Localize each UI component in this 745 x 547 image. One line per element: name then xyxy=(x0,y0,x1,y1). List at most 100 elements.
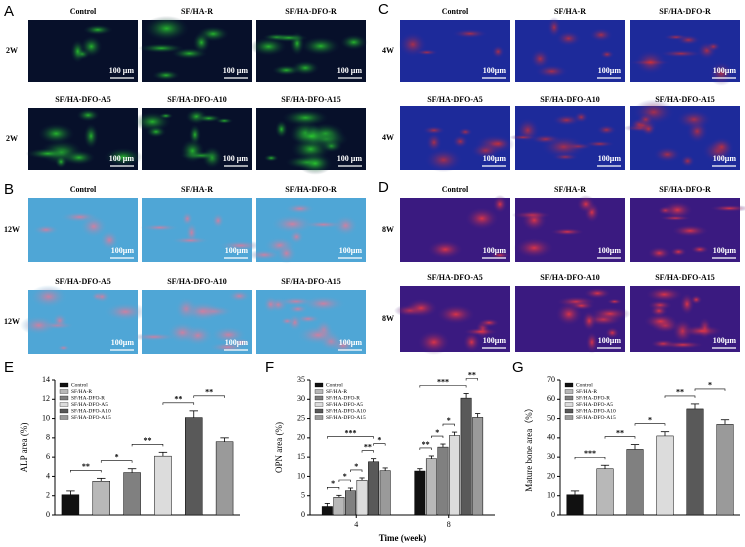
micrograph-texture xyxy=(262,295,279,314)
scale-bar-label: 100μm xyxy=(339,246,363,255)
legend-label: SF/HA-R xyxy=(71,389,92,395)
significance-label: * xyxy=(447,416,451,425)
significance-label: * xyxy=(343,472,347,481)
legend-label: SF/HA-R xyxy=(326,389,347,395)
micrograph-texture xyxy=(192,31,211,54)
micrograph-texture xyxy=(82,24,113,36)
legend-swatch xyxy=(564,389,574,394)
micrograph-texture xyxy=(554,301,584,327)
significance-bracket xyxy=(373,443,386,446)
row-label: 12W xyxy=(4,225,20,234)
y-tick-label: 0 xyxy=(301,510,305,519)
bar xyxy=(123,472,141,516)
significance-bracket xyxy=(338,479,351,482)
micrograph-texture xyxy=(599,49,615,60)
significance-bracket xyxy=(100,460,133,463)
micrograph-texture xyxy=(462,331,481,353)
scale-bar-label: 100 μm xyxy=(109,154,135,163)
bar xyxy=(425,458,437,516)
legend-label: SF/HA-R xyxy=(576,389,597,395)
micrograph-texture xyxy=(425,132,443,153)
significance-label: ** xyxy=(616,428,624,437)
micrograph-texture xyxy=(689,244,710,254)
bar xyxy=(656,435,674,516)
scale-bar-label: 100μm xyxy=(713,336,737,345)
micrograph-texture xyxy=(642,312,679,330)
micrograph-texture xyxy=(270,214,315,234)
micrograph-texture xyxy=(491,44,505,59)
significance-label: ** xyxy=(364,443,372,452)
micrograph-texture xyxy=(79,214,109,239)
micrograph-texture xyxy=(269,33,309,43)
significance-bracket xyxy=(634,423,666,426)
micrograph-texture xyxy=(210,325,247,344)
significance-bracket xyxy=(465,378,478,381)
micrograph-texture xyxy=(211,212,225,229)
bar xyxy=(437,446,449,516)
scale-bar-label: 100 μm xyxy=(223,154,249,163)
image-title: SF/HA-R xyxy=(181,185,213,194)
scale-bar-label: 100μm xyxy=(713,246,737,255)
scale-bar-label: 100μm xyxy=(483,66,507,75)
micrograph-texture xyxy=(218,240,264,251)
micrograph-texture xyxy=(170,236,211,245)
bar xyxy=(215,441,234,516)
legend-label: SF/HA-DFO-A5 xyxy=(326,402,363,408)
panel-letter: B xyxy=(4,181,14,198)
legend-swatch xyxy=(59,415,69,420)
legend-label: SF/HA-DFO-R xyxy=(71,395,105,401)
y-tick-label: 14 xyxy=(42,375,50,384)
micrograph-texture xyxy=(20,315,58,336)
image-title: SF/HA-DFO-R xyxy=(659,7,711,16)
micrograph-texture xyxy=(477,318,501,328)
micrograph-texture xyxy=(653,146,682,163)
micrograph-texture xyxy=(416,329,452,355)
legend-swatch xyxy=(564,408,574,414)
scale-bar-label: 100μm xyxy=(111,246,135,255)
bar xyxy=(185,417,203,516)
image-title: SF/HA-DFO-A15 xyxy=(281,277,341,286)
image-title: SF/HA-DFO-A10 xyxy=(540,273,600,282)
bar xyxy=(414,470,426,516)
bar xyxy=(460,397,472,516)
image-title: SF/HA-DFO-A10 xyxy=(167,277,227,286)
micrograph-texture xyxy=(676,34,701,46)
significance-label: ** xyxy=(174,395,182,404)
micrograph-texture xyxy=(582,287,612,300)
micrograph-texture xyxy=(93,290,111,304)
micrograph-texture xyxy=(426,239,465,260)
y-axis-label: ALP area (%) xyxy=(19,423,29,473)
micrograph-texture xyxy=(451,29,489,39)
significance-label: *** xyxy=(437,377,449,386)
bar xyxy=(356,480,368,516)
micrograph-texture xyxy=(606,298,623,305)
legend-swatch xyxy=(59,395,69,401)
micrograph-texture xyxy=(489,251,511,259)
micrograph-texture xyxy=(435,303,477,325)
micrograph-texture xyxy=(195,114,222,123)
significance-label: ** xyxy=(82,462,90,471)
row-label: 2W xyxy=(6,46,18,55)
y-tick-label: 10 xyxy=(297,471,305,480)
scale-bar-label: 100μm xyxy=(598,66,622,75)
micrograph-texture xyxy=(143,15,190,42)
micrograph-texture xyxy=(422,125,446,135)
micrograph-texture xyxy=(103,147,143,167)
bar xyxy=(345,490,356,516)
bar xyxy=(686,408,704,516)
image-title: SF/HA-DFO-A5 xyxy=(55,277,111,286)
micrograph-texture xyxy=(32,224,60,236)
row-label: 8W xyxy=(382,225,394,234)
micrograph-texture xyxy=(492,194,508,214)
scale-bar-label: 100 μm xyxy=(223,66,249,75)
image-title: Control xyxy=(442,185,469,194)
row-label: 2W xyxy=(6,134,18,143)
legend-swatch xyxy=(59,389,69,394)
legend-label: SF/HA-DFO-A15 xyxy=(326,415,366,421)
significance-label: *** xyxy=(344,429,356,438)
micrograph-texture xyxy=(660,200,694,220)
significance-bracket xyxy=(574,456,606,460)
micrograph-texture xyxy=(250,37,287,57)
micrograph-texture xyxy=(99,229,119,251)
